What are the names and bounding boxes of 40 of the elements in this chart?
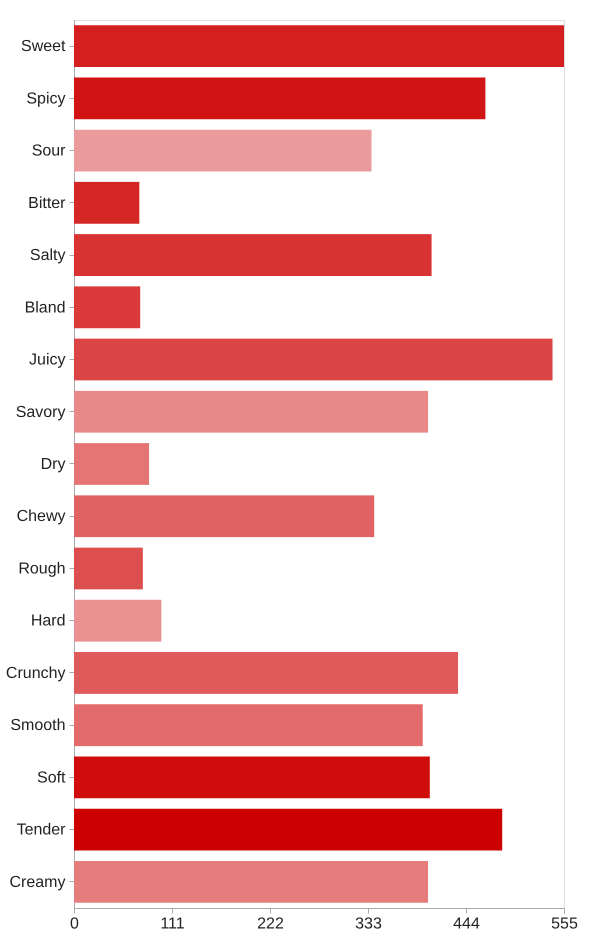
y-tick-label: Dry — [40, 456, 66, 473]
x-tick-label: 333 — [355, 916, 382, 932]
y-tick-label: Salty — [30, 247, 66, 264]
bar — [74, 808, 502, 851]
bar — [74, 286, 140, 328]
bar — [74, 443, 150, 485]
x-tick-label: 0 — [70, 916, 80, 932]
y-tick-label: Rough — [18, 560, 66, 578]
x-tick-label: 555 — [551, 916, 578, 932]
x-tick-label: 444 — [453, 916, 480, 932]
bar — [74, 234, 432, 276]
bar — [74, 338, 553, 380]
y-tick-label: Tender — [16, 822, 66, 839]
y-tick-label: Savory — [16, 404, 66, 421]
y-tick-label: Bitter — [28, 194, 66, 212]
y-tick-label: Chewy — [16, 508, 66, 526]
y-tick-label: Sour — [32, 142, 66, 160]
x-tick-label: 222 — [257, 916, 284, 932]
bar — [74, 600, 162, 642]
y-tick-label: Crunchy — [6, 664, 66, 682]
bar — [74, 548, 143, 590]
bar — [74, 130, 372, 172]
bar — [74, 652, 458, 694]
y-tick-label: Smooth — [10, 717, 66, 734]
bar — [74, 495, 374, 538]
bar — [74, 704, 423, 746]
y-tick-label: Soft — [37, 769, 66, 786]
y-tick-label: Sweet — [21, 38, 66, 56]
bar — [74, 756, 430, 798]
bar — [74, 390, 428, 433]
y-tick-label: Spicy — [26, 90, 66, 108]
y-tick-label: Bland — [24, 299, 66, 316]
bar — [74, 77, 486, 120]
x-tick-label: 111 — [160, 916, 185, 932]
y-tick-label: Juicy — [29, 352, 66, 369]
bar — [74, 182, 140, 224]
y-tick-label: Creamy — [9, 874, 66, 891]
bar — [74, 860, 428, 903]
y-tick-label: Hard — [30, 612, 66, 630]
bar — [74, 25, 564, 68]
